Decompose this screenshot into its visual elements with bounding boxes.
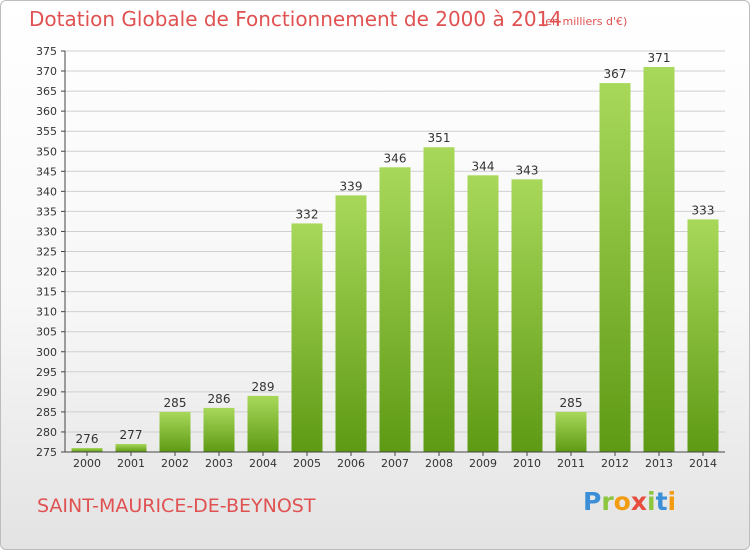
proxiti-logo: Proxiti	[583, 487, 676, 516]
y-tick-label: 355	[36, 125, 57, 138]
data-label: 286	[208, 392, 231, 406]
x-tick-label: 2001	[117, 457, 145, 470]
y-tick-label: 330	[36, 225, 57, 238]
x-tick-label: 2007	[381, 457, 409, 470]
bar	[511, 179, 543, 452]
bar	[247, 395, 279, 452]
y-tick-label: 320	[36, 266, 57, 279]
logo-letter: i	[647, 487, 656, 516]
y-tick-label: 360	[36, 105, 57, 118]
y-tick-label: 370	[36, 65, 57, 78]
x-tick-label: 2005	[293, 457, 321, 470]
y-tick-label: 280	[36, 426, 57, 439]
x-tick-label: 2014	[689, 457, 717, 470]
bar	[423, 147, 455, 453]
x-tick-label: 2002	[161, 457, 189, 470]
bar	[159, 411, 191, 452]
place-name: SAINT-MAURICE-DE-BEYNOST	[37, 495, 316, 517]
data-label: 344	[472, 159, 495, 173]
y-tick-label: 305	[36, 326, 57, 339]
bar	[467, 175, 499, 452]
y-tick-label: 375	[36, 45, 57, 58]
x-tick-label: 2003	[205, 457, 233, 470]
logo-letter: x	[630, 487, 647, 516]
y-tick-label: 315	[36, 286, 57, 299]
bar	[687, 219, 719, 452]
y-tick-label: 290	[36, 386, 57, 399]
data-label: 343	[516, 163, 539, 177]
bar	[555, 411, 587, 452]
logo-letter: r	[601, 487, 614, 516]
logo-letter: P	[583, 487, 602, 516]
bar	[291, 223, 323, 452]
data-label: 339	[340, 179, 363, 193]
logo-letter: t	[655, 487, 668, 516]
logo-letter: i	[667, 487, 677, 516]
y-tick-label: 335	[36, 205, 57, 218]
bars	[71, 67, 719, 453]
x-tick-label: 2013	[645, 457, 673, 470]
data-label: 289	[252, 380, 275, 394]
y-tick-label: 295	[36, 366, 57, 379]
chart-title: Dotation Globale de Fonctionnement de 20…	[29, 7, 562, 31]
data-label: 276	[76, 432, 99, 446]
x-tick-label: 2011	[557, 457, 585, 470]
bar	[71, 447, 103, 452]
y-tick-label: 310	[36, 306, 57, 319]
data-label: 371	[648, 51, 671, 65]
data-label: 346	[384, 151, 407, 165]
data-label: 333	[692, 203, 715, 217]
data-label: 285	[560, 396, 583, 410]
x-tick-label: 2008	[425, 457, 453, 470]
bar	[599, 83, 631, 452]
y-axis-ticks: 275 280 285 290 295 300 305 310 315 320 325 330 335 3…	[36, 45, 65, 459]
x-axis-ticks: 2000 2001 2002 2003 2004 2005 2006 2007 2008 2009…	[73, 452, 717, 470]
y-tick-label: 325	[36, 246, 57, 259]
x-tick-label: 2010	[513, 457, 541, 470]
bar	[203, 407, 235, 452]
bar	[115, 443, 147, 452]
y-tick-label: 350	[36, 145, 57, 158]
data-label: 277	[120, 428, 143, 442]
x-tick-label: 2004	[249, 457, 277, 470]
data-label: 351	[428, 131, 451, 145]
bar	[379, 167, 411, 453]
y-tick-label: 340	[36, 185, 57, 198]
logo-letter: o	[613, 487, 631, 516]
y-tick-label: 300	[36, 346, 57, 359]
x-tick-label: 2009	[469, 457, 497, 470]
data-label: 332	[296, 207, 319, 221]
y-tick-label: 285	[36, 406, 57, 419]
y-tick-label: 365	[36, 85, 57, 98]
data-labels: 276 277 285 286 289 332 339 346 351 344 343 285 367 3…	[76, 51, 715, 446]
data-label: 367	[604, 67, 627, 81]
x-tick-label: 2000	[73, 457, 101, 470]
bar	[335, 195, 367, 453]
x-tick-label: 2006	[337, 457, 365, 470]
y-tick-label: 275	[36, 446, 57, 459]
y-tick-label: 345	[36, 165, 57, 178]
bar	[643, 67, 675, 452]
chart-subtitle: (en milliers d'€)	[541, 15, 628, 28]
data-label: 285	[164, 396, 187, 410]
x-tick-label: 2012	[601, 457, 629, 470]
